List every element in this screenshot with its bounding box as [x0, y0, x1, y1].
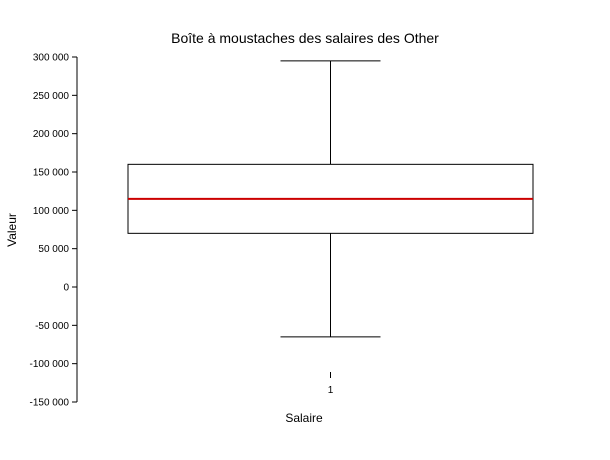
box-series: [127, 60, 534, 338]
y-axis-ticks: 300 000 250 000 200 000 150 000 100 000 50 00…: [30, 53, 77, 409]
x-axis-label: Salaire: [285, 411, 323, 425]
y-tick-label: 300 000: [33, 53, 70, 64]
x-tick-label: 1: [328, 385, 334, 396]
x-axis-ticks: 1: [328, 372, 334, 396]
y-tick-label: -50 000: [35, 321, 69, 332]
y-tick-label: -150 000: [30, 398, 70, 409]
y-tick-label: 150 000: [33, 168, 70, 179]
y-tick-label: 0: [63, 283, 69, 294]
y-tick-label: 250 000: [33, 91, 70, 102]
y-tick-label: 50 000: [38, 244, 69, 255]
y-tick-label: 200 000: [33, 129, 70, 140]
y-tick-label: -100 000: [30, 359, 70, 370]
y-tick-label: 100 000: [33, 206, 70, 217]
y-axis-label: Valeur: [5, 213, 19, 247]
chart-title: Boîte à moustaches des salaires des Othe…: [171, 30, 439, 46]
